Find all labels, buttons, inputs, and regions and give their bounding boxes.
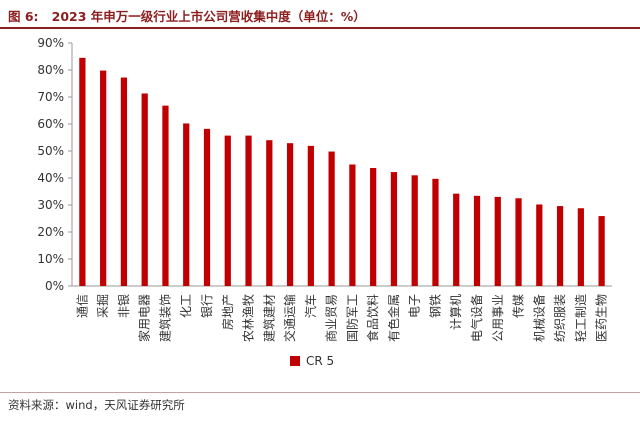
y-tick-label: 40% (37, 171, 64, 185)
x-category-label: 商业贸易 (324, 294, 339, 342)
bar (536, 204, 543, 286)
legend-label: CR 5 (306, 354, 334, 368)
x-category-label: 传媒 (511, 294, 526, 318)
x-category-label: 医药生物 (595, 294, 609, 342)
x-category-label: 机械设备 (531, 294, 546, 342)
bar-chart: 0%10%20%30%40%50%60%70%80%90%通信 采掘 非银 家用电器建… (37, 36, 612, 368)
x-category-label: 轻工制造 (574, 294, 588, 342)
bar (328, 151, 335, 286)
x-category-label: 通信 (75, 294, 89, 318)
x-category-label: 钢铁 (428, 294, 442, 318)
footer-rule (0, 392, 640, 393)
bar (473, 195, 481, 286)
y-tick-label: 30% (37, 198, 64, 212)
figure-title: 图 6: 2023 年申万一级行业上市公司营收集中度（单位：%） (8, 6, 366, 25)
x-category-label: 家用电器 (137, 294, 152, 342)
x-category-label: 电气设备 (469, 294, 484, 342)
bar (453, 193, 460, 286)
bar (390, 172, 398, 286)
x-category-label: 建筑装饰 (157, 294, 172, 342)
y-tick-label: 60% (37, 117, 64, 131)
x-category-label: 农林渔牧 (242, 294, 256, 342)
bar (203, 128, 211, 286)
x-category-label: 公用事业 (491, 294, 505, 342)
bar (266, 140, 273, 286)
bar (162, 105, 169, 286)
source-note: 资料来源：wind，天风证券研究所 (8, 398, 185, 412)
y-tick-label: 90% (37, 36, 64, 50)
y-tick-label: 0% (45, 279, 64, 293)
y-tick-label: 10% (37, 252, 64, 266)
bar (286, 143, 294, 286)
x-category-label: 国防军工 (344, 294, 359, 342)
x-category-label: 有色金属 (386, 294, 401, 342)
bar (307, 145, 314, 286)
bar (494, 196, 501, 286)
bar (432, 178, 439, 286)
x-category-label: 建筑建材 (261, 294, 276, 342)
figure-header: 图 6: 2023 年申万一级行业上市公司营收集中度（单位：%） (0, 0, 640, 29)
x-category-label: 食品饮料 (365, 294, 380, 342)
x-category-label: 交通运输 (282, 294, 297, 342)
bar (411, 175, 418, 286)
bar (598, 216, 605, 286)
x-category-label: 银行 (200, 294, 214, 318)
x-category-label: 纺织服装 (553, 294, 567, 342)
bar (515, 198, 522, 286)
bar (556, 206, 564, 286)
x-category-label: 电子 (408, 294, 422, 318)
legend-swatch (290, 356, 300, 366)
x-category-label: 汽车 (303, 294, 318, 318)
bar (349, 164, 356, 286)
x-category-label: 计算机 (448, 294, 463, 330)
x-category-label: 化工 (179, 294, 193, 318)
bar (370, 168, 377, 286)
y-tick-label: 70% (37, 90, 64, 104)
bar (79, 57, 86, 286)
bar (183, 123, 190, 287)
figure-label: 图 6: (8, 9, 39, 24)
y-tick-label: 80% (37, 63, 64, 77)
x-category-label: 房地产 (220, 294, 235, 330)
bar (224, 135, 231, 286)
y-tick-label: 50% (37, 144, 64, 158)
x-category-label: 采掘 (95, 294, 110, 318)
bar (100, 70, 107, 286)
x-category-label: 非银 (117, 294, 131, 318)
y-tick-label: 20% (37, 225, 64, 239)
bar (120, 77, 128, 286)
bar (245, 135, 252, 286)
title-rule (0, 27, 640, 29)
bar (577, 208, 584, 286)
bar (141, 93, 148, 287)
figure-title-text: 2023 年申万一级行业上市公司营收集中度（单位：%） (51, 9, 366, 24)
